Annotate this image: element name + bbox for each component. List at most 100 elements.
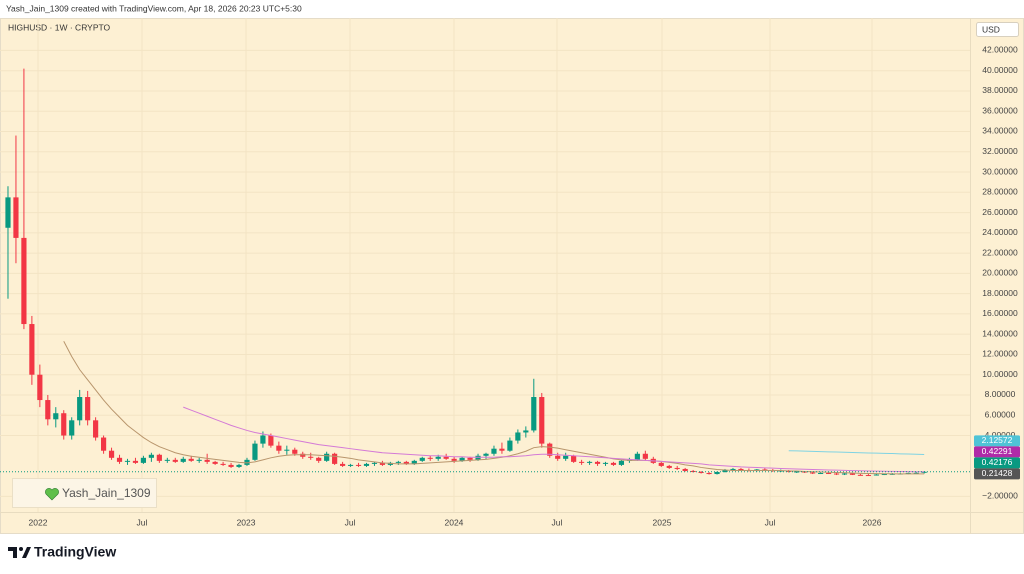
candle-body <box>818 473 824 475</box>
candle-body <box>674 467 680 469</box>
candle-body <box>443 456 449 459</box>
candle-body <box>355 464 362 466</box>
candle-body <box>881 474 887 476</box>
currency-box <box>976 22 1019 37</box>
candle-body <box>340 463 346 466</box>
candle-body <box>810 472 816 474</box>
candle-body <box>754 469 760 471</box>
candle-body <box>93 420 99 438</box>
candle-body <box>276 445 282 451</box>
candle-body <box>794 471 800 473</box>
watermark-text: Yash_Jain_1309 <box>62 486 151 500</box>
candle-body <box>13 197 19 238</box>
candle-body <box>395 461 401 463</box>
x-tick-label: Jul <box>765 517 776 527</box>
candle-body <box>634 453 640 460</box>
candle-body <box>124 460 131 462</box>
candle-body <box>387 462 393 465</box>
candle-body <box>148 454 154 458</box>
brand: TradingView <box>34 544 116 560</box>
candle-body <box>196 459 202 461</box>
candle-body <box>483 453 489 456</box>
candle-body <box>347 464 354 466</box>
candle-body <box>403 461 409 464</box>
brand-logo <box>8 547 31 558</box>
y-tick-label: 12.00000 <box>982 349 1018 359</box>
indicator-line <box>63 341 925 475</box>
candle-body <box>571 455 577 462</box>
x-tick-label: Jul <box>137 517 148 527</box>
y-tick-label: 40.00000 <box>982 65 1018 75</box>
candle-body <box>666 465 672 468</box>
candle-body <box>419 457 425 461</box>
candle-body <box>371 462 378 464</box>
x-tick-label: 2023 <box>237 517 256 527</box>
price-label-box <box>974 457 1020 469</box>
x-tick-label: 2025 <box>653 517 672 527</box>
y-tick-label: 42.00000 <box>982 45 1018 55</box>
price-label: 2.12572 <box>982 435 1013 445</box>
candle-body <box>308 456 314 458</box>
y-tick-label: 34.00000 <box>982 126 1018 136</box>
candle-body <box>363 463 370 466</box>
y-tick-label: 6.00000 <box>985 409 1016 419</box>
logo-dot <box>19 547 23 551</box>
candle-body <box>762 469 768 471</box>
candle-body <box>459 457 465 461</box>
candle-body <box>300 453 306 457</box>
candle-body <box>523 430 529 433</box>
candle-body <box>451 458 457 461</box>
candle-body <box>857 474 864 476</box>
candle-body <box>108 450 115 458</box>
y-tick-label: 26.00000 <box>982 207 1018 217</box>
candle-body <box>37 374 43 401</box>
candle-body <box>865 475 872 477</box>
candle-body <box>722 469 728 472</box>
candle-body <box>539 397 545 444</box>
y-tick-label: 24.00000 <box>982 227 1018 237</box>
watermark-box <box>12 478 157 508</box>
candle-body <box>610 462 617 465</box>
candle-body <box>61 413 67 436</box>
candle-body <box>427 457 433 459</box>
candle-body <box>188 458 194 461</box>
x-tick-label: 2022 <box>29 517 48 527</box>
candle-body <box>21 237 27 325</box>
candle-body <box>172 459 178 462</box>
candle-body <box>841 473 848 475</box>
y-tick-label: 38.00000 <box>982 85 1018 95</box>
candle-body <box>714 471 720 475</box>
candle-body <box>180 458 186 462</box>
candle-body <box>698 471 704 474</box>
y-tick-label: 30.00000 <box>982 166 1018 176</box>
candle-body <box>53 413 59 420</box>
indicator-line <box>183 406 925 473</box>
currency: USD <box>982 24 1000 34</box>
candle-body <box>913 472 919 474</box>
candle-body <box>45 400 51 420</box>
y-tick-label: 32.00000 <box>982 146 1018 156</box>
candle-body <box>515 432 521 441</box>
y-tick-label: 4.00000 <box>985 430 1016 440</box>
candle-body <box>507 440 513 451</box>
candle-body <box>69 420 75 436</box>
candle-body <box>292 449 298 454</box>
x-tick-label: 2024 <box>445 517 464 527</box>
candle-body <box>531 397 537 431</box>
candle-body <box>594 461 601 464</box>
y-tick-label: −2.00000 <box>982 491 1018 501</box>
candle-body <box>586 461 593 463</box>
candle-body <box>212 461 218 464</box>
candle-body <box>220 463 226 465</box>
y-tick-label: 36.00000 <box>982 105 1018 115</box>
y-tick-label: 22.00000 <box>982 247 1018 257</box>
y-tick-label: 18.00000 <box>982 288 1018 298</box>
candle-body <box>547 443 553 456</box>
price-label: 0.21428 <box>982 468 1013 478</box>
candle-body <box>563 455 569 459</box>
symbol-title: HIGHUSD · 1W · CRYPTO <box>8 22 111 32</box>
candle-body <box>132 460 139 463</box>
y-tick-label: 8.00000 <box>985 389 1016 399</box>
logo-mark <box>8 547 17 558</box>
